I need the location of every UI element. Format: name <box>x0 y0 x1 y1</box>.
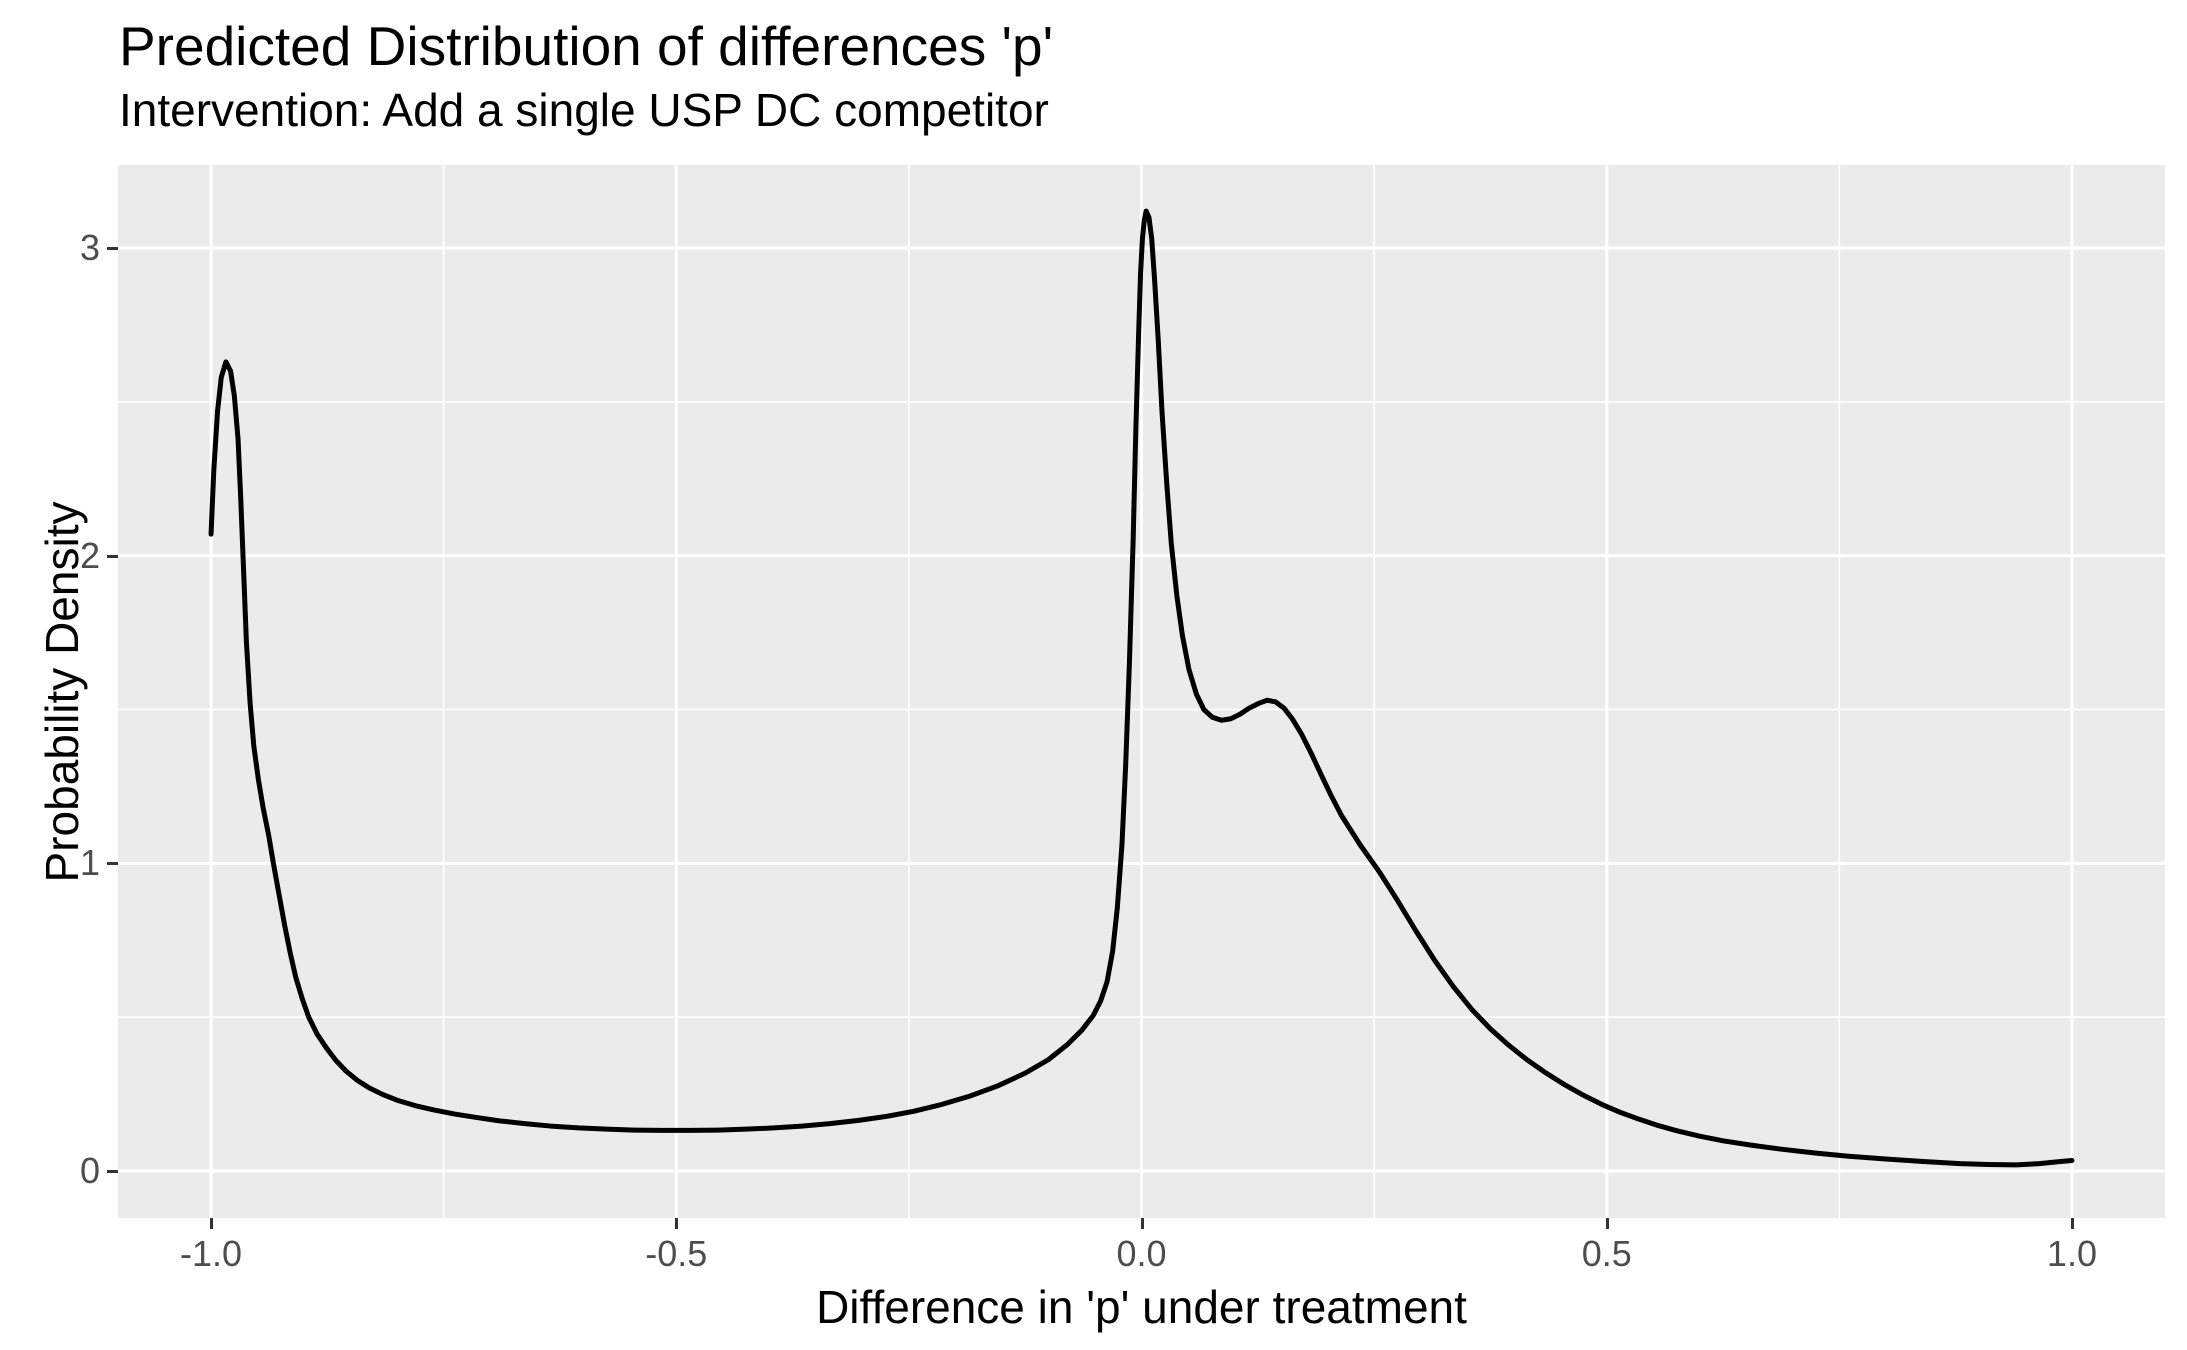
y-tick-label: 3 <box>79 227 100 268</box>
x-tick-mark <box>210 1218 214 1229</box>
y-tick-mark <box>107 554 118 558</box>
y-tick-mark <box>107 247 118 250</box>
x-tick-mark <box>1605 1218 1609 1229</box>
plot-subtitle: Intervention: Add a single USP DC compet… <box>119 84 1049 136</box>
plot-title: Predicted Distribution of differences 'p… <box>119 15 1054 77</box>
y-tick-label: 1 <box>79 842 100 884</box>
x-tick-label: 0.5 <box>1581 1233 1632 1274</box>
x-tick-label: 0.0 <box>1116 1233 1167 1274</box>
plot-panel <box>118 165 2165 1218</box>
x-tick-mark <box>1140 1218 1144 1229</box>
x-tick-label: 1.0 <box>2046 1233 2097 1274</box>
y-tick-label: 2 <box>79 534 100 576</box>
x-tick-mark <box>2070 1218 2074 1229</box>
density-curve <box>208 208 2075 1168</box>
y-tick-label: 0 <box>79 1149 100 1191</box>
x-tick-label: -0.5 <box>645 1233 708 1274</box>
x-tick-label: -1.0 <box>180 1233 243 1274</box>
density-curve-canvas <box>118 165 2165 1218</box>
x-axis-title: Difference in 'p' under treatment <box>816 1281 1467 1333</box>
x-tick-mark <box>675 1218 679 1229</box>
y-tick-mark <box>107 862 118 866</box>
y-tick-mark <box>107 1169 118 1173</box>
